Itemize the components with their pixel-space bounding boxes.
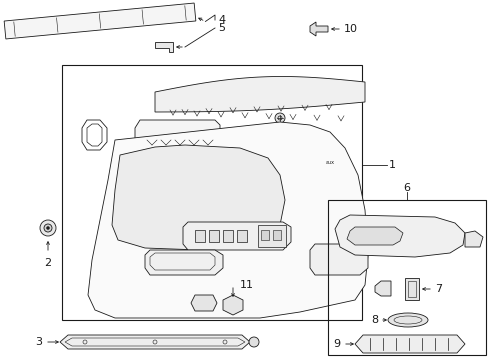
Text: 11: 11 <box>240 280 253 290</box>
Bar <box>223 230 232 242</box>
Text: 5: 5 <box>218 23 224 33</box>
Bar <box>195 230 204 242</box>
Circle shape <box>40 220 56 236</box>
Bar <box>208 230 219 242</box>
Bar <box>272 230 281 240</box>
Polygon shape <box>464 231 482 247</box>
Circle shape <box>46 226 49 230</box>
Polygon shape <box>4 3 196 39</box>
Polygon shape <box>155 76 364 112</box>
Circle shape <box>44 224 52 232</box>
Polygon shape <box>183 222 290 250</box>
Ellipse shape <box>387 313 427 327</box>
Bar <box>261 230 268 240</box>
Bar <box>404 278 418 300</box>
Polygon shape <box>60 335 249 349</box>
Text: 1: 1 <box>388 160 395 170</box>
Polygon shape <box>191 295 217 311</box>
Text: 3: 3 <box>35 337 42 347</box>
Text: 7: 7 <box>434 284 441 294</box>
Polygon shape <box>135 120 220 145</box>
Circle shape <box>274 113 285 123</box>
Polygon shape <box>88 122 367 318</box>
Bar <box>237 230 246 242</box>
Circle shape <box>248 337 259 347</box>
Text: 6: 6 <box>403 183 409 193</box>
Polygon shape <box>309 22 327 36</box>
Bar <box>407 281 415 297</box>
Bar <box>62 65 361 320</box>
Polygon shape <box>155 42 173 52</box>
Polygon shape <box>309 244 367 275</box>
Text: 8: 8 <box>370 315 377 325</box>
Polygon shape <box>112 145 285 250</box>
Polygon shape <box>223 295 243 315</box>
Bar <box>258 225 285 247</box>
Polygon shape <box>354 335 464 353</box>
Text: 9: 9 <box>332 339 339 349</box>
Text: 4: 4 <box>218 15 224 25</box>
Text: aux: aux <box>325 159 334 165</box>
Polygon shape <box>145 250 223 275</box>
Polygon shape <box>334 215 464 257</box>
Text: 10: 10 <box>343 24 357 34</box>
Polygon shape <box>374 281 390 296</box>
Text: 2: 2 <box>44 258 51 268</box>
Bar <box>327 200 485 355</box>
Polygon shape <box>346 227 402 245</box>
